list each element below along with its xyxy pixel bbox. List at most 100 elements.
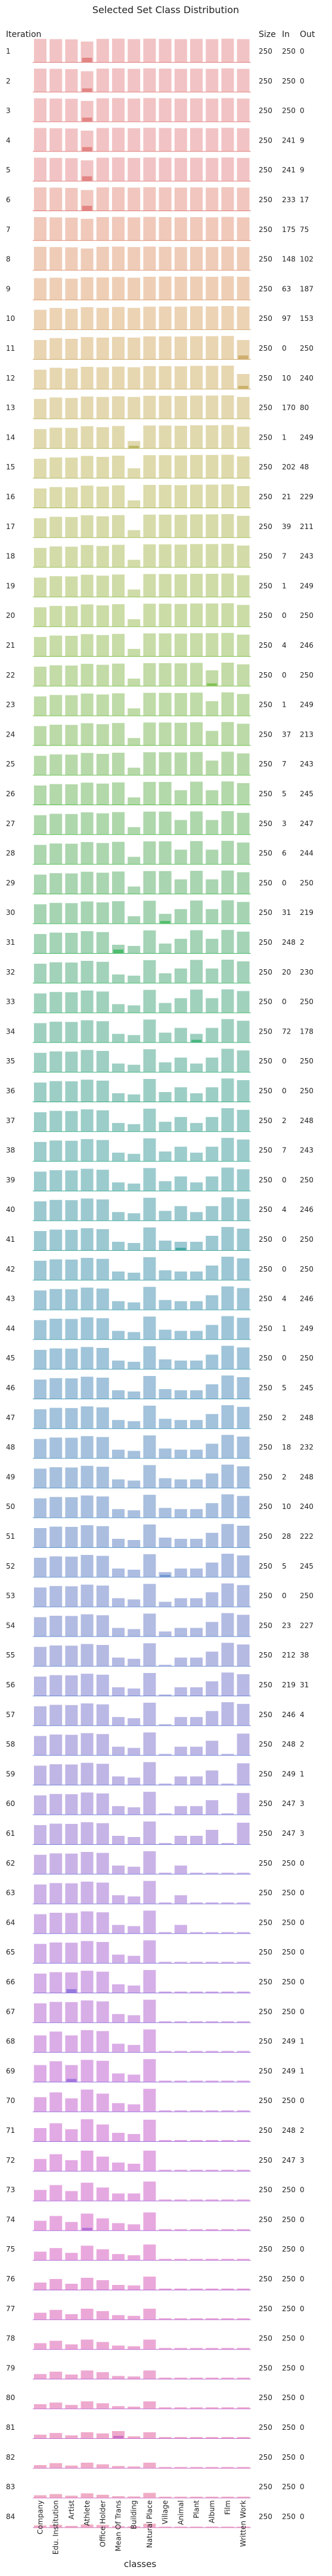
class-bar xyxy=(143,692,156,716)
class-bar xyxy=(96,664,109,686)
in-value: 5 xyxy=(282,790,287,798)
class-bar xyxy=(190,1902,203,1904)
class-bar xyxy=(34,1944,46,1963)
class-bar xyxy=(143,68,156,92)
class-bar xyxy=(49,605,63,627)
iteration-row: 20 250 0 250 xyxy=(6,603,314,627)
class-bar xyxy=(206,1057,219,1072)
class-bar xyxy=(190,336,203,359)
class-bar xyxy=(221,2467,234,2468)
class-bar xyxy=(159,1991,172,1993)
class-bar xyxy=(221,2051,234,2052)
class-bar xyxy=(49,2002,63,2023)
class-bar xyxy=(190,1746,203,1755)
class-bar xyxy=(34,1112,46,1131)
size-value: 250 xyxy=(259,522,272,531)
class-bar xyxy=(112,1865,125,1874)
class-bar xyxy=(96,2249,109,2260)
class-bar xyxy=(159,1032,172,1043)
class-bar xyxy=(128,1629,141,1637)
size-value: 250 xyxy=(259,2186,272,2194)
class-bar xyxy=(159,663,172,686)
class-bar xyxy=(65,1378,78,1399)
class-bar xyxy=(128,1807,141,1815)
size-value: 250 xyxy=(259,2275,272,2283)
x-tick-label: Written Work xyxy=(239,2500,247,2547)
out-value: 0 xyxy=(300,2245,305,2253)
class-bar xyxy=(112,1301,125,1310)
class-bar xyxy=(174,307,187,330)
class-bar xyxy=(143,1524,156,1547)
class-bar xyxy=(159,425,172,449)
class-bar xyxy=(159,1329,172,1340)
class-bar xyxy=(174,187,187,211)
class-bar xyxy=(174,1687,187,1696)
class-bar xyxy=(34,1884,46,1904)
class-bar xyxy=(112,2043,125,2052)
class-bar xyxy=(65,457,78,478)
class-bar xyxy=(128,589,141,597)
size-value: 250 xyxy=(259,47,272,55)
class-bar xyxy=(174,455,187,478)
class-bar xyxy=(49,2154,63,2171)
class-bar xyxy=(49,1022,63,1043)
class-bar xyxy=(80,1347,94,1369)
class-bar xyxy=(237,2080,250,2082)
class-bar xyxy=(128,69,141,92)
class-bar xyxy=(221,1813,234,1815)
class-bar xyxy=(174,157,187,181)
class-bar xyxy=(96,1170,109,1191)
class-bar xyxy=(159,2318,172,2320)
class-bar xyxy=(112,2254,125,2260)
class-bar xyxy=(80,1703,94,1725)
class-bar xyxy=(96,2031,109,2052)
class-bar xyxy=(174,1301,187,1310)
class-bar xyxy=(128,559,141,567)
out-value: 0 xyxy=(300,47,305,55)
x-tick-labels: Company Edu. Institution Artist Athlete Offi… xyxy=(36,2500,248,2555)
iteration-label: 68 xyxy=(6,2037,15,2046)
iteration-label: 28 xyxy=(6,849,15,858)
size-value: 250 xyxy=(259,1681,272,1689)
out-value: 250 xyxy=(300,1087,314,1095)
class-bar xyxy=(128,277,141,300)
class-bar xyxy=(174,2407,187,2409)
class-bar xyxy=(206,1962,219,1963)
class-bar xyxy=(80,2278,94,2290)
iteration-row: 7 250 175 75 xyxy=(6,217,309,241)
iteration-label: 50 xyxy=(6,1502,15,1511)
size-value: 250 xyxy=(259,2393,272,2402)
class-bar xyxy=(96,1348,109,1369)
class-bar xyxy=(34,607,46,627)
size-value: 250 xyxy=(259,790,272,798)
class-bar xyxy=(159,633,172,656)
class-bar xyxy=(112,1628,125,1637)
size-value: 250 xyxy=(259,1265,272,1273)
out-value: 229 xyxy=(300,493,314,501)
class-bar xyxy=(112,2406,125,2409)
class-bar xyxy=(143,1079,156,1102)
class-bar xyxy=(34,1468,46,1488)
class-bar xyxy=(112,1598,125,1607)
class-bar xyxy=(34,2343,46,2349)
iteration-row: 26 250 5 245 xyxy=(6,781,314,805)
class-bar xyxy=(237,2318,250,2320)
class-bar xyxy=(143,455,156,478)
out-value: 80 xyxy=(300,404,309,412)
out-value: 246 xyxy=(300,1295,314,1303)
class-bar xyxy=(221,1672,234,1696)
class-bar xyxy=(221,1197,234,1221)
class-bar xyxy=(80,396,94,419)
class-bar xyxy=(206,1740,219,1755)
iteration-row: 18 250 7 243 xyxy=(6,543,314,568)
class-bar xyxy=(174,247,187,270)
class-bar xyxy=(190,2348,203,2349)
class-bar xyxy=(237,2229,250,2231)
out-value: 48 xyxy=(300,463,309,471)
class-bar xyxy=(237,456,250,478)
class-bar xyxy=(221,2348,234,2349)
iteration-row: 80 250 250 0 xyxy=(6,2393,305,2410)
out-value: 3 xyxy=(300,1799,305,1808)
class-bar xyxy=(206,670,219,686)
class-bar xyxy=(221,1108,234,1131)
